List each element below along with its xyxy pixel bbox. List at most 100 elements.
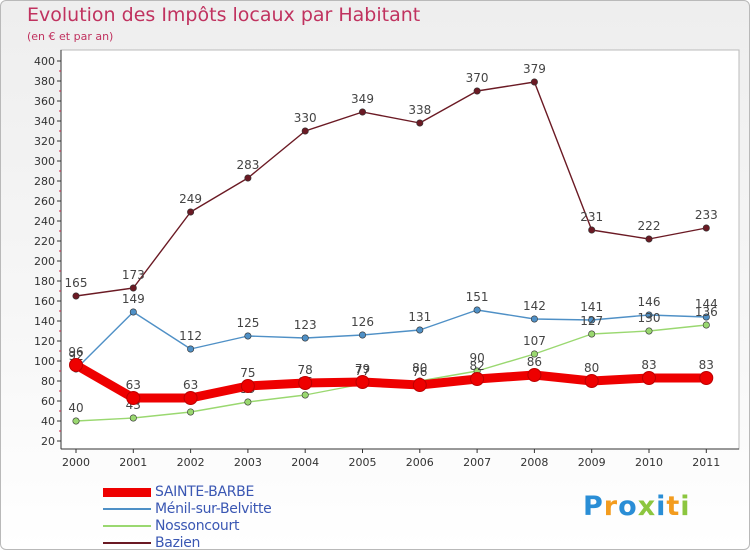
y-tick-label: 60: [41, 395, 55, 408]
data-point-bazien: [588, 226, 596, 234]
data-point-menil-sur-belvitte: [301, 334, 309, 342]
x-tick-label: 2004: [291, 456, 319, 469]
y-tick-label: 340: [34, 115, 55, 128]
data-label-bazien: 173: [122, 268, 145, 282]
legend-label: Ménil-sur-Belvitte: [155, 501, 272, 517]
data-point-bazien: [645, 235, 653, 243]
legend-swatch: [103, 542, 151, 544]
series-line-sainte-barbe: [71, 360, 711, 403]
data-label-sainte-barbe: 63: [183, 378, 198, 392]
series-line-menil-sur-belvitte: [75, 309, 707, 370]
x-tick-label: 2006: [406, 456, 434, 469]
data-label-bazien: 165: [65, 276, 88, 290]
data-point-sainte-barbe: [183, 391, 198, 405]
data-point-nossoncourt: [72, 417, 80, 425]
data-point-sainte-barbe: [699, 371, 714, 385]
legend-swatch: [103, 508, 151, 510]
data-point-bazien: [244, 174, 252, 182]
data-label-sainte-barbe: 80: [584, 361, 599, 375]
data-label-sainte-barbe: 83: [641, 358, 656, 372]
data-point-menil-sur-belvitte: [187, 345, 195, 353]
x-tick-label: 2008: [520, 456, 548, 469]
data-point-sainte-barbe: [240, 379, 255, 393]
data-point-bazien: [702, 224, 710, 232]
data-label-bazien: 231: [580, 210, 603, 224]
data-point-nossoncourt: [702, 321, 710, 329]
series-line-bazien: [75, 81, 707, 297]
data-point-sainte-barbe: [69, 358, 83, 372]
data-label-bazien: 330: [294, 111, 317, 125]
data-label-nossoncourt: 136: [695, 305, 718, 319]
data-label-menil-sur-belvitte: 142: [523, 299, 546, 313]
legend-swatch: [103, 525, 151, 527]
y-tick-label: 260: [34, 195, 55, 208]
data-point-menil-sur-belvitte: [588, 316, 596, 324]
data-label-bazien: 370: [466, 71, 489, 85]
data-label-menil-sur-belvitte: 126: [351, 315, 374, 329]
x-tick-label: 2010: [635, 456, 663, 469]
data-label-nossoncourt: 130: [638, 311, 661, 325]
data-label-menil-sur-belvitte: 149: [122, 292, 145, 306]
data-label-nossoncourt: 77: [355, 364, 370, 378]
data-point-nossoncourt: [530, 350, 538, 358]
x-tick-label: 2009: [578, 456, 606, 469]
data-label-bazien: 338: [408, 103, 431, 117]
data-label-bazien: 379: [523, 62, 546, 76]
data-point-menil-sur-belvitte: [473, 306, 481, 314]
data-point-nossoncourt: [301, 391, 309, 399]
y-tick-label: 20: [41, 435, 55, 448]
data-label-bazien: 349: [351, 92, 374, 106]
y-tick-label: 80: [41, 375, 55, 388]
legend-label: SAINTE-BARBE: [155, 484, 255, 500]
x-tick-label: 2002: [177, 456, 205, 469]
chart-subtitle: (en € et par an): [27, 30, 114, 43]
chart-title: Evolution des Impôts locaux par Habitant: [27, 4, 421, 26]
data-label-bazien: 249: [179, 192, 202, 206]
data-label-bazien: 283: [236, 158, 259, 172]
data-label-bazien: 233: [695, 208, 718, 222]
y-tick-label: 120: [34, 335, 55, 348]
data-label-menil-sur-belvitte: 123: [294, 318, 317, 332]
data-point-sainte-barbe: [412, 378, 427, 392]
data-label-menil-sur-belvitte: 131: [408, 310, 431, 324]
data-point-sainte-barbe: [584, 374, 599, 388]
y-tick-label: 40: [41, 415, 55, 428]
y-tick-label: 100: [34, 355, 55, 368]
y-tick-label: 220: [34, 235, 55, 248]
data-label-sainte-barbe: 79: [355, 362, 370, 376]
data-point-nossoncourt: [187, 408, 195, 416]
data-label-nossoncourt: 80: [412, 361, 427, 375]
data-label-sainte-barbe: 83: [699, 358, 714, 372]
data-label-bazien: 222: [638, 219, 661, 233]
y-tick-label: 380: [34, 75, 55, 88]
data-label-sainte-barbe: 82: [469, 359, 484, 373]
data-point-bazien: [187, 208, 195, 216]
proxiti-logo: Proxiti: [583, 491, 691, 522]
data-label-menil-sur-belvitte: 125: [236, 316, 259, 330]
data-point-menil-sur-belvitte: [645, 311, 653, 319]
data-label-nossoncourt: 127: [580, 314, 603, 328]
data-point-sainte-barbe: [527, 368, 542, 382]
data-point-bazien: [416, 119, 424, 127]
data-label-menil-sur-belvitte: 146: [638, 295, 661, 309]
y-tick-label: 400: [34, 55, 55, 68]
data-point-sainte-barbe: [126, 391, 141, 405]
legend-label: Nossoncourt: [155, 518, 240, 534]
data-point-menil-sur-belvitte: [702, 313, 710, 321]
data-point-bazien: [72, 292, 80, 300]
legend-label: Bazien: [155, 535, 201, 550]
x-tick-label: 2005: [349, 456, 377, 469]
y-tick-label: 140: [34, 315, 55, 328]
data-point-sainte-barbe: [470, 372, 485, 386]
data-label-menil-sur-belvitte: 112: [179, 329, 202, 343]
data-label-sainte-barbe: 75: [240, 366, 255, 380]
y-tick-label: 200: [34, 255, 55, 268]
data-label-sainte-barbe: 76: [412, 365, 427, 379]
data-point-sainte-barbe: [355, 375, 370, 389]
data-point-nossoncourt: [588, 330, 596, 338]
data-point-menil-sur-belvitte: [358, 331, 366, 339]
data-point-bazien: [530, 78, 538, 86]
data-point-bazien: [301, 127, 309, 135]
